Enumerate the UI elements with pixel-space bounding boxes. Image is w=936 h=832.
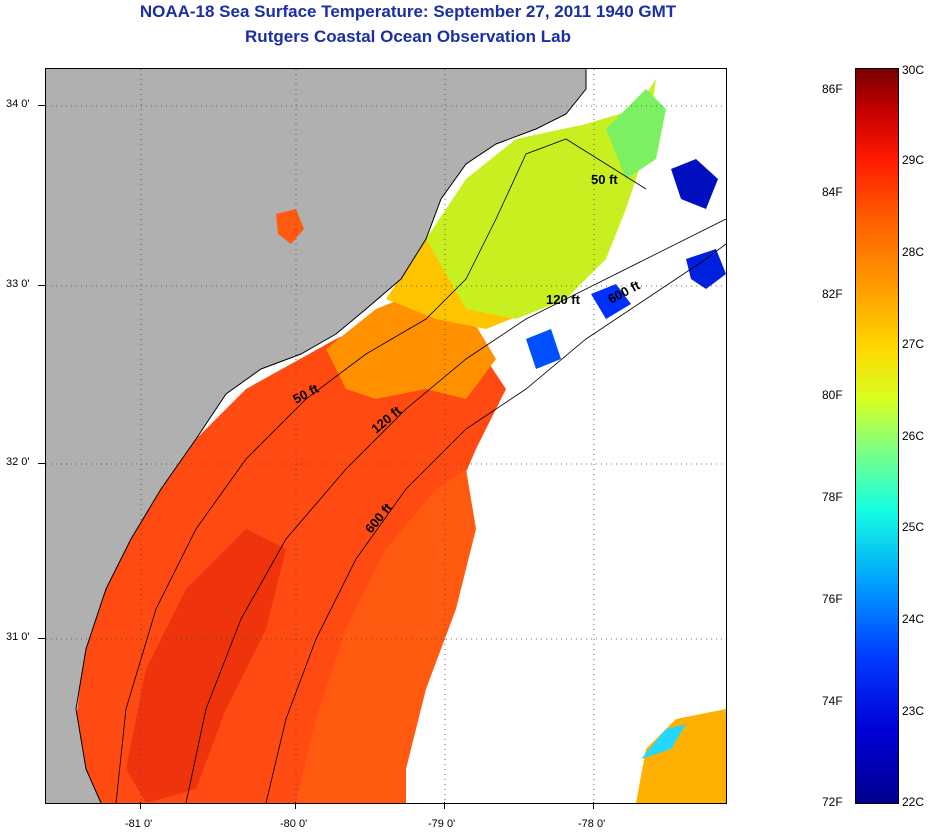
colorbar-label-24c: 24C <box>902 612 925 626</box>
lon-tick-79 <box>444 802 445 809</box>
land-island <box>276 209 304 244</box>
colorbar-label-74f: 74F <box>822 694 843 708</box>
cold-patch-4 <box>526 329 561 369</box>
green-patch <box>606 89 666 179</box>
temperature-colorbar <box>855 68 899 804</box>
graticule <box>46 69 726 803</box>
warm-water-offshore <box>296 469 476 803</box>
lat-tick-32 <box>38 463 45 464</box>
map-subtitle: Rutgers Coastal Ocean Observation Lab <box>245 27 571 46</box>
yellow-green-water <box>426 79 656 319</box>
colorbar-label-29c: 29C <box>902 153 925 167</box>
lat-tick-34 <box>38 105 45 106</box>
map-title: NOAA-18 Sea Surface Temperature: Septemb… <box>139 2 677 21</box>
lat-label-32: 32 0' <box>6 456 30 468</box>
colorbar-label-76f: 76F <box>822 592 843 606</box>
colorbar-label-86f: 86F <box>822 82 843 96</box>
colorbar-label-23c: 23C <box>902 704 925 718</box>
land-area <box>46 69 586 803</box>
colorbar-label-27c: 27C <box>902 337 925 351</box>
lat-label-33: 33 0' <box>6 278 30 290</box>
colorbar-label-84f: 84F <box>822 185 843 199</box>
colorbar-label-82f: 82F <box>822 287 843 301</box>
cold-patch-2 <box>686 249 726 289</box>
lat-label-34: 34 0' <box>6 98 30 110</box>
contour-120ft <box>185 218 726 803</box>
southeast-warm-patch <box>636 709 726 803</box>
lon-label-80: -80 0' <box>280 818 308 830</box>
lat-tick-31 <box>38 638 45 639</box>
hot-core-region <box>126 529 286 803</box>
colorbar-label-28c: 28C <box>902 245 925 259</box>
lon-label-78: -78 0' <box>578 818 606 830</box>
colorbar-label-26c: 26C <box>902 429 925 443</box>
contour-label-50ft-north: 50 ft <box>591 172 618 187</box>
southeast-cyan-edge <box>641 724 686 759</box>
lon-label-79: -79 0' <box>428 818 456 830</box>
cold-patch-1 <box>671 159 718 209</box>
lat-label-31: 31 0' <box>6 631 30 643</box>
cold-patch-3 <box>591 284 631 319</box>
colorbar-label-72f: 72F <box>822 795 843 809</box>
lon-label-81: -81 0' <box>125 818 153 830</box>
colorbar-label-80f: 80F <box>822 388 843 402</box>
coastline <box>75 69 587 803</box>
contour-label-120ft-north: 120 ft <box>546 292 581 307</box>
colorbar-label-78f: 78F <box>822 490 843 504</box>
sst-map-canvas: 50 ft 120 ft 600 ft 50 ft 120 ft 600 ft <box>46 69 726 803</box>
lat-tick-33 <box>38 285 45 286</box>
lon-tick-78 <box>593 802 594 809</box>
lon-tick-81 <box>140 802 141 809</box>
lon-tick-80 <box>295 802 296 809</box>
colorbar-label-22c: 22C <box>902 795 925 809</box>
sst-map: 50 ft 120 ft 600 ft 50 ft 120 ft 600 ft <box>45 68 727 804</box>
colorbar-label-30c: 30C <box>902 63 925 77</box>
colorbar-label-25c: 25C <box>902 520 925 534</box>
contour-50ft <box>115 138 647 803</box>
